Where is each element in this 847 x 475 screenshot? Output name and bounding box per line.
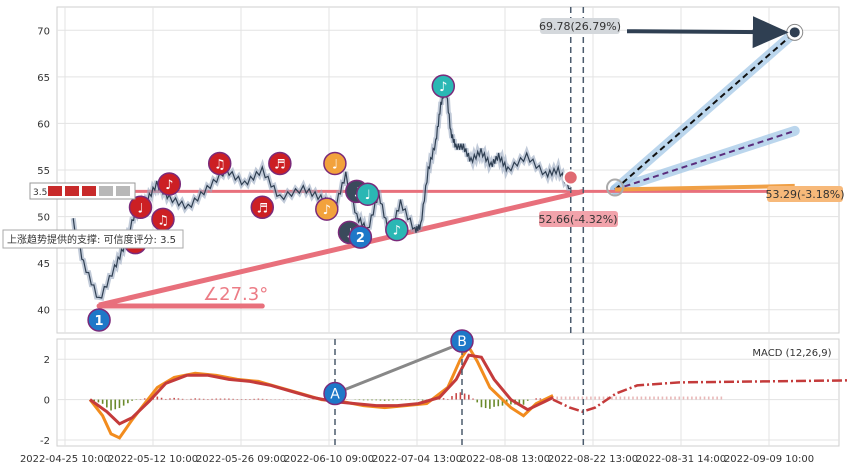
support-trendline bbox=[98, 188, 584, 308]
target-arrow bbox=[626, 16, 789, 49]
trend-angle-label: ∠27.3° bbox=[203, 284, 268, 305]
wave-marker-label: ♩ bbox=[332, 157, 338, 172]
wave-marker-label: ♬ bbox=[256, 201, 268, 216]
wave-marker-circle bbox=[157, 172, 182, 196]
wave-marker-label: ♪ bbox=[165, 178, 173, 193]
wave-marker-label: ♫ bbox=[157, 213, 169, 228]
x-tick-label: 2022-05-12 10:00 bbox=[108, 454, 198, 465]
svg-text:69.78(26.79%): 69.78(26.79%) bbox=[539, 20, 621, 33]
macd-point-circle bbox=[450, 329, 474, 353]
price-y-tick: 55 bbox=[37, 166, 50, 177]
price-y-tick: 70 bbox=[37, 26, 50, 37]
wave-marker-label: ♪ bbox=[323, 203, 331, 218]
wave-marker-circle bbox=[355, 182, 380, 206]
price-y-tick: 65 bbox=[37, 73, 50, 84]
wave-marker-label: ♩ bbox=[365, 188, 371, 203]
current-price-dot bbox=[562, 169, 579, 186]
wave-marker: ♪ bbox=[315, 197, 339, 221]
wave-marker-circle bbox=[87, 308, 111, 332]
macd-point-label: A bbox=[330, 387, 340, 403]
wave-marker-label: ♩ bbox=[137, 201, 143, 216]
price-line-path bbox=[72, 83, 571, 299]
wave-marker-circle bbox=[268, 151, 292, 176]
wave-marker: 2 bbox=[348, 225, 373, 249]
price-y-tick: 45 bbox=[37, 259, 50, 270]
wave-marker: ♩ bbox=[128, 195, 153, 220]
svg-text:3.5: 3.5 bbox=[33, 188, 47, 198]
forecast-ray-lower bbox=[614, 183, 795, 192]
svg-text:53.29(-3.18%): 53.29(-3.18%) bbox=[766, 188, 845, 201]
x-tick-label: 2022-09-09 10:00 bbox=[724, 454, 814, 465]
rating-badge: 3.5 bbox=[29, 182, 136, 200]
divergence-line bbox=[334, 341, 463, 395]
wave-marker: ♩ bbox=[323, 151, 347, 176]
y-tick-labels: 40 45 50 55 60 65 70 -2 0 2 bbox=[37, 26, 50, 447]
price-line bbox=[70, 82, 572, 302]
macd-point-circle bbox=[323, 381, 347, 406]
wave-marker: ♪ bbox=[157, 172, 182, 196]
macd-y-tick: 2 bbox=[44, 355, 50, 366]
origin-ring bbox=[606, 178, 624, 197]
x-tick-label: 2022-05-26 09:00 bbox=[196, 454, 286, 465]
x-tick-label: 2022-04-25 10:00 bbox=[20, 454, 110, 465]
svg-text:上涨趋势提供的支撑: 可信度评分: 3.5: 上涨趋势提供的支撑: 可信度评分: 3.5 bbox=[7, 233, 176, 246]
wave-marker-circle bbox=[128, 195, 153, 220]
x-tick-label: 2022-08-31 14:00 bbox=[636, 454, 726, 465]
macd-y-tick: -2 bbox=[40, 436, 50, 447]
wave-marker: ♫ bbox=[151, 207, 175, 232]
wave-marker: 1 bbox=[87, 308, 111, 332]
macd-panel-frame bbox=[56, 338, 840, 447]
forecast-ray-mid bbox=[614, 129, 796, 191]
wave-marker-label: 1 bbox=[95, 314, 104, 329]
target-dot bbox=[789, 27, 800, 38]
wave-marker: ♪ bbox=[385, 217, 409, 242]
wave-marker-label: ♪ bbox=[439, 80, 447, 95]
wave-marker-circle bbox=[323, 151, 347, 176]
forecast-band-upper bbox=[610, 27, 800, 195]
x-tick-label: 2022-08-08 13:00 bbox=[460, 454, 550, 465]
wave-marker-circle bbox=[315, 197, 339, 221]
wave-marker: ♩ bbox=[355, 182, 380, 206]
wave-marker: ♪ bbox=[431, 74, 456, 98]
price-y-tick: 60 bbox=[37, 119, 50, 130]
current-support-label: 52.66(-4.32%) bbox=[539, 211, 618, 227]
macd-y-tick: 0 bbox=[44, 396, 50, 407]
support-note-tooltip: 上涨趋势提供的支撑: 可信度评分: 3.5 bbox=[2, 229, 184, 249]
macd-annotations: AB bbox=[323, 329, 585, 446]
wave-marker: ♫ bbox=[207, 151, 232, 176]
wave-marker-circle bbox=[348, 225, 373, 249]
forecast-rays bbox=[562, 16, 804, 197]
wave-marker-circle bbox=[250, 195, 275, 220]
wave-marker-circle bbox=[385, 217, 409, 242]
macd-legend: MACD (12,26,9) bbox=[752, 348, 831, 359]
price-y-tick: 40 bbox=[37, 306, 50, 317]
wave-marker-circle bbox=[207, 151, 232, 176]
wave-marker: ♬ bbox=[268, 151, 292, 176]
wave-marker-circle bbox=[431, 74, 456, 98]
wave-marker: ♬ bbox=[250, 195, 275, 220]
macd-point-b: B bbox=[450, 329, 474, 353]
wave-marker-label: 2 bbox=[356, 231, 365, 246]
price-y-tick: 50 bbox=[37, 213, 50, 224]
x-tick-label: 2022-06-10 09:00 bbox=[284, 454, 374, 465]
upper-target-label: 69.78(26.79%) bbox=[539, 18, 621, 34]
macd-point-a: A bbox=[323, 381, 347, 406]
macd-forecast bbox=[552, 379, 847, 414]
svg-text:52.66(-4.32%): 52.66(-4.32%) bbox=[539, 213, 618, 226]
x-tick-label: 2022-07-04 13:00 bbox=[372, 454, 462, 465]
macd-point-label: B bbox=[457, 334, 467, 350]
wave-marker-label: ♫ bbox=[214, 157, 226, 172]
lower-target-label: 53.29(-3.18%) bbox=[766, 186, 845, 202]
wave-marker-label: ♪ bbox=[393, 224, 401, 239]
x-tick-label: 2022-08-22 13:00 bbox=[548, 454, 638, 465]
wave-marker-label: ♬ bbox=[274, 157, 286, 172]
